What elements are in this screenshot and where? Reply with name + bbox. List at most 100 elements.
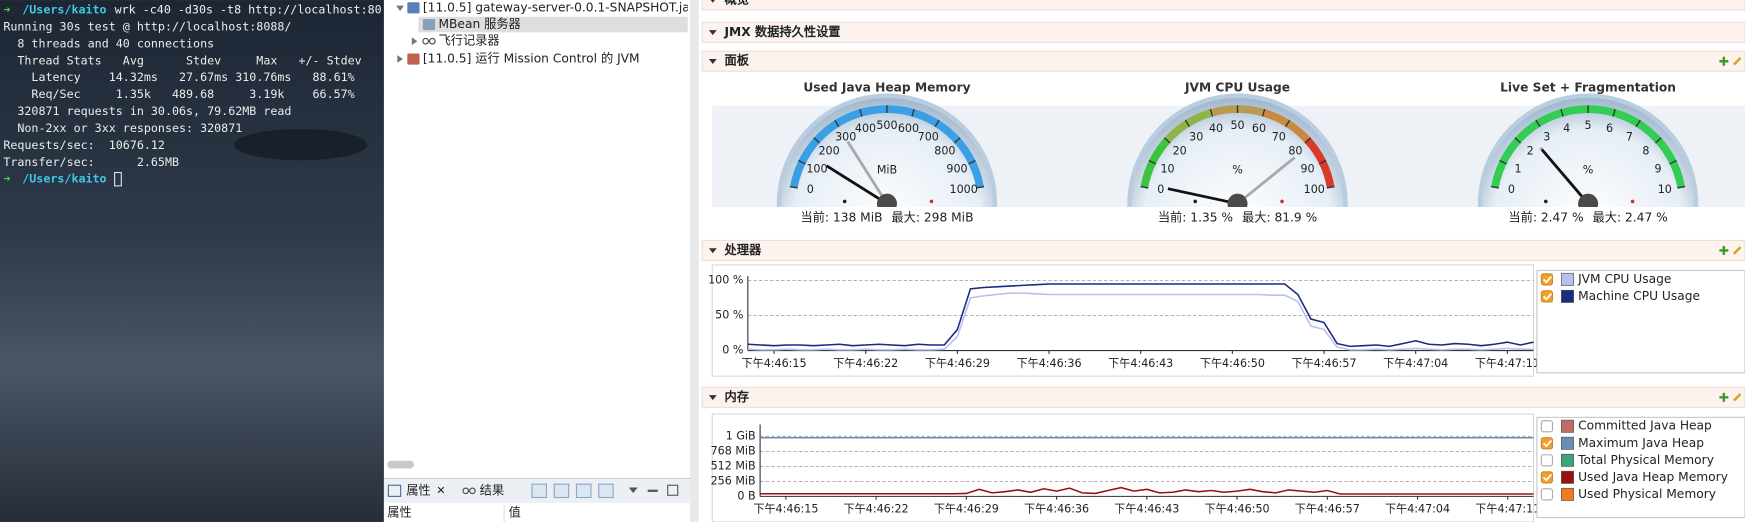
gauge-tick-label: 400 bbox=[855, 122, 876, 135]
toolbar-button[interactable] bbox=[598, 483, 614, 499]
gauge-tick bbox=[1635, 119, 1641, 128]
gauge-tick-label: 200 bbox=[818, 145, 839, 158]
legend-checkbox[interactable] bbox=[1540, 420, 1554, 433]
prompt-arrow: ➜ bbox=[3, 172, 10, 186]
legend-checkbox[interactable] bbox=[1540, 454, 1554, 467]
gauge-tick bbox=[1285, 119, 1291, 128]
gauge-tick bbox=[1612, 108, 1616, 117]
toolbar-button[interactable] bbox=[531, 483, 547, 499]
tree-item[interactable]: [11.0.5] gateway-server-0.0.1-SNAPSHOT.j… bbox=[423, 0, 719, 14]
gauge-tick-label: 50 bbox=[1230, 119, 1244, 132]
gauge-maximum: 最大: 81.9 % bbox=[1242, 211, 1317, 225]
collapse-arrow[interactable] bbox=[708, 395, 717, 401]
section-header[interactable] bbox=[701, 0, 1745, 11]
gauge-tick bbox=[1184, 119, 1191, 128]
legend-checkbox[interactable] bbox=[1540, 488, 1554, 501]
legend-label: Machine CPU Usage bbox=[1578, 289, 1700, 303]
tree-item[interactable]: MBean 服务器 bbox=[438, 16, 520, 31]
splitter bbox=[689, 0, 699, 522]
collapse-arrow[interactable] bbox=[708, 248, 717, 254]
expand-arrow[interactable] bbox=[411, 37, 418, 46]
tree-icon bbox=[422, 18, 436, 31]
legend-checkbox[interactable] bbox=[1540, 471, 1554, 484]
legend-label: Total Physical Memory bbox=[1577, 453, 1714, 467]
add-icon[interactable] bbox=[1719, 392, 1729, 402]
gauge-current: 当前: 138 MiB bbox=[800, 210, 882, 225]
gauge-tick-label: 1000 bbox=[950, 183, 978, 196]
section-header[interactable] bbox=[701, 386, 1745, 408]
view-menu[interactable] bbox=[628, 487, 638, 494]
gauge-hub bbox=[876, 193, 897, 208]
gauge-tick-label: 700 bbox=[918, 131, 939, 144]
tab[interactable]: 结果 bbox=[480, 483, 504, 497]
collapse-arrow[interactable] bbox=[708, 30, 717, 36]
terminal-cloud bbox=[233, 129, 368, 161]
minimize[interactable] bbox=[647, 489, 658, 492]
collapse-arrow[interactable] bbox=[708, 59, 717, 65]
toolbar-button[interactable] bbox=[553, 483, 570, 499]
tree-item[interactable]: 飞行记录器 bbox=[438, 34, 499, 48]
gauge-hub bbox=[1578, 193, 1599, 208]
tree-icon bbox=[407, 53, 420, 65]
section-header[interactable] bbox=[701, 21, 1745, 43]
legend-checkbox[interactable] bbox=[1540, 290, 1554, 303]
x-tick-label: 下午4:46:22 bbox=[844, 503, 909, 516]
add-icon[interactable] bbox=[1719, 245, 1729, 255]
x-tick-label: 下午4:46:57 bbox=[1295, 503, 1360, 516]
gauge-maximum: 最大: 298 MiB bbox=[891, 211, 973, 225]
gauge-title: Live Set + Fragmentation bbox=[1500, 80, 1676, 94]
legend-check bbox=[1542, 439, 1553, 448]
legend-checkbox[interactable] bbox=[1540, 273, 1554, 286]
gauge-tick bbox=[934, 119, 940, 128]
legend-checkbox[interactable] bbox=[1540, 437, 1554, 450]
edit-icon[interactable] bbox=[1733, 57, 1742, 66]
gauge-tick bbox=[1140, 185, 1149, 189]
gauge-maximum: 最大: 2.47 % bbox=[1593, 211, 1668, 225]
section-header[interactable] bbox=[701, 239, 1745, 262]
x-tick-label: 下午4:46:29 bbox=[925, 357, 990, 370]
gauge-marker bbox=[1280, 199, 1284, 204]
expand-arrow[interactable] bbox=[397, 55, 403, 63]
tab[interactable]: 属性 bbox=[406, 483, 430, 497]
scrollbar[interactable] bbox=[387, 460, 414, 469]
gauge-tick-label: 100 bbox=[806, 163, 827, 176]
edit-icon[interactable] bbox=[1733, 246, 1742, 255]
gauge-unit: % bbox=[1583, 163, 1594, 176]
terminal: ➜ /Users/kaito wrk -c40 -d30s -t8 http://l… bbox=[3, 3, 382, 187]
maximize[interactable] bbox=[667, 484, 679, 496]
output-line: 8 threads and 40 connections bbox=[3, 36, 214, 50]
expand-arrow[interactable] bbox=[396, 5, 404, 12]
legend-label: Used Java Heap Memory bbox=[1578, 470, 1728, 484]
gauge-tick-label: 0 bbox=[1508, 183, 1515, 196]
legend-check bbox=[1542, 293, 1553, 301]
column-header: 值 bbox=[509, 505, 521, 520]
column-header: 属性 bbox=[387, 506, 411, 520]
gauge-tick bbox=[1209, 108, 1214, 117]
gauge-tick-label: 7 bbox=[1626, 131, 1633, 144]
x-tick-label: 下午4:46:43 bbox=[1114, 503, 1179, 516]
legend-swatch bbox=[1561, 470, 1574, 484]
add-icon[interactable] bbox=[1719, 56, 1729, 66]
gauge-tick-label: 900 bbox=[946, 163, 967, 176]
gauge-title: Used Java Heap Memory bbox=[803, 80, 970, 94]
x-tick-label: 下午4:46:50 bbox=[1205, 503, 1270, 516]
y-tick-label: 0 B bbox=[737, 489, 755, 502]
gauge-tick-label: 300 bbox=[835, 131, 856, 144]
tree-item[interactable]: [11.0.5] 运行 Mission Control 的 JVM bbox=[423, 51, 640, 66]
tab-icon bbox=[462, 487, 476, 495]
output-line: Latency 14.32ms 27.67ms 310.76ms 88.61% bbox=[3, 70, 354, 84]
gauge-tick-label: 9 bbox=[1655, 163, 1662, 176]
gauge-tick bbox=[1148, 159, 1157, 165]
x-tick-label: 下午4:46:22 bbox=[833, 357, 898, 370]
toolbar-button[interactable] bbox=[575, 483, 592, 499]
edit-icon[interactable] bbox=[1733, 393, 1742, 402]
section-header[interactable] bbox=[701, 50, 1745, 72]
collapse-arrow[interactable] bbox=[709, 0, 717, 3]
tab-close[interactable]: ✕ bbox=[436, 484, 445, 497]
output-line: Transfer/sec: 2.65MB bbox=[3, 155, 179, 169]
gauge-tick-label: 1 bbox=[1515, 163, 1522, 176]
tree-icon bbox=[407, 2, 420, 14]
tree-icon bbox=[422, 37, 436, 45]
